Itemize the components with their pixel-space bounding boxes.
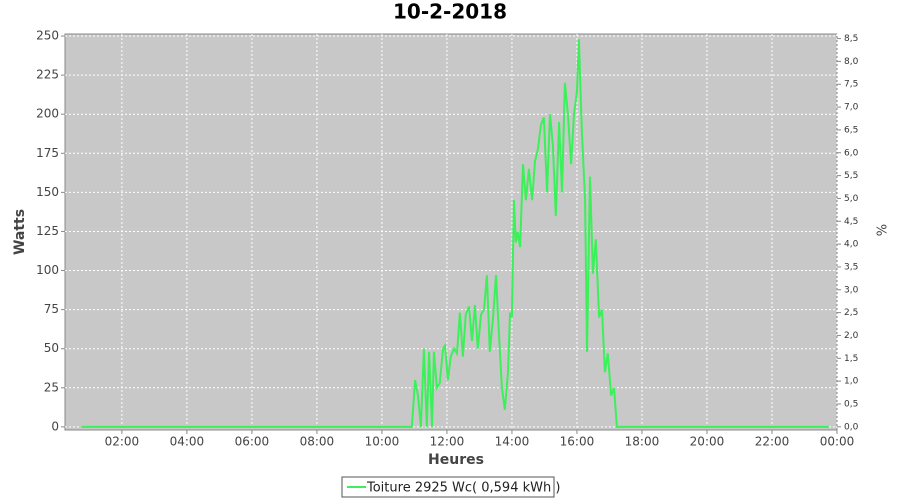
y-tick-label: 0	[51, 419, 59, 433]
y2-tick-label: 1,0	[844, 377, 859, 387]
y-tick-label: 50	[44, 341, 59, 355]
marks	[81, 39, 829, 428]
y2-tick-label: 2,0	[844, 331, 859, 341]
y2-axis-title: %	[876, 224, 891, 236]
y2-tick-label: 3,5	[844, 262, 858, 272]
y2-tick-label: 7,0	[844, 103, 859, 113]
y2-tick-label: 3,0	[844, 285, 859, 295]
x-tick-label: 12:00	[430, 435, 465, 449]
x-tick-label: 22:00	[755, 435, 790, 449]
y2-tick-label: 6,0	[844, 148, 859, 158]
y2-tick-label: 0,0	[844, 422, 859, 432]
chart-title: 10-2-2018	[393, 0, 507, 24]
y-tick-label: 175	[36, 146, 59, 160]
y-tick-label: 250	[36, 29, 59, 43]
y2-tick-label: 4,5	[844, 217, 858, 227]
y2-tick-label: 8,0	[844, 57, 859, 67]
legend-label: Toiture 2925 Wc( 0,594 kWh )	[366, 481, 560, 496]
series-line	[81, 39, 829, 428]
y2-tick-label: 0,5	[844, 399, 858, 409]
y2-tick-label: 5,0	[844, 194, 859, 204]
y-tick-label: 150	[36, 185, 59, 199]
x-tick-label: 16:00	[560, 435, 595, 449]
x-axis-title: Heures	[428, 452, 484, 468]
x-tick-label: 08:00	[300, 435, 335, 449]
y2-tick-label: 8,5	[844, 34, 858, 44]
y2-tick-label: 5,5	[844, 171, 858, 181]
y-tick-label: 200	[36, 107, 59, 121]
x-tick-label: 00:00	[820, 435, 855, 449]
x-tick-label: 10:00	[365, 435, 400, 449]
y-tick-label: 100	[36, 263, 59, 277]
x-tick-label: 18:00	[625, 435, 660, 449]
y-tick-label: 25	[44, 380, 59, 394]
x-tick-label: 04:00	[170, 435, 205, 449]
y-tick-label: 75	[44, 302, 59, 316]
x-tick-label: 14:00	[495, 435, 530, 449]
y2-tick-label: 2,5	[844, 308, 858, 318]
y-axis-title: Watts	[12, 209, 28, 255]
y-tick-label: 225	[36, 68, 59, 82]
y2-tick-label: 4,0	[844, 240, 859, 250]
y2-tick-label: 1,5	[844, 354, 858, 364]
plot-area	[64, 33, 838, 431]
y-tick-label: 125	[36, 224, 59, 238]
x-tick-label: 20:00	[690, 435, 725, 449]
grid: 0 25 50 75 100 125 150 175 200 225 250 02:00 04:00 06…	[36, 29, 858, 449]
x-tick-label: 02:00	[105, 435, 140, 449]
x-tick-label: 06:00	[235, 435, 270, 449]
legend	[341, 476, 555, 498]
y2-tick-label: 7,5	[844, 80, 858, 90]
y2-tick-label: 6,5	[844, 125, 858, 135]
